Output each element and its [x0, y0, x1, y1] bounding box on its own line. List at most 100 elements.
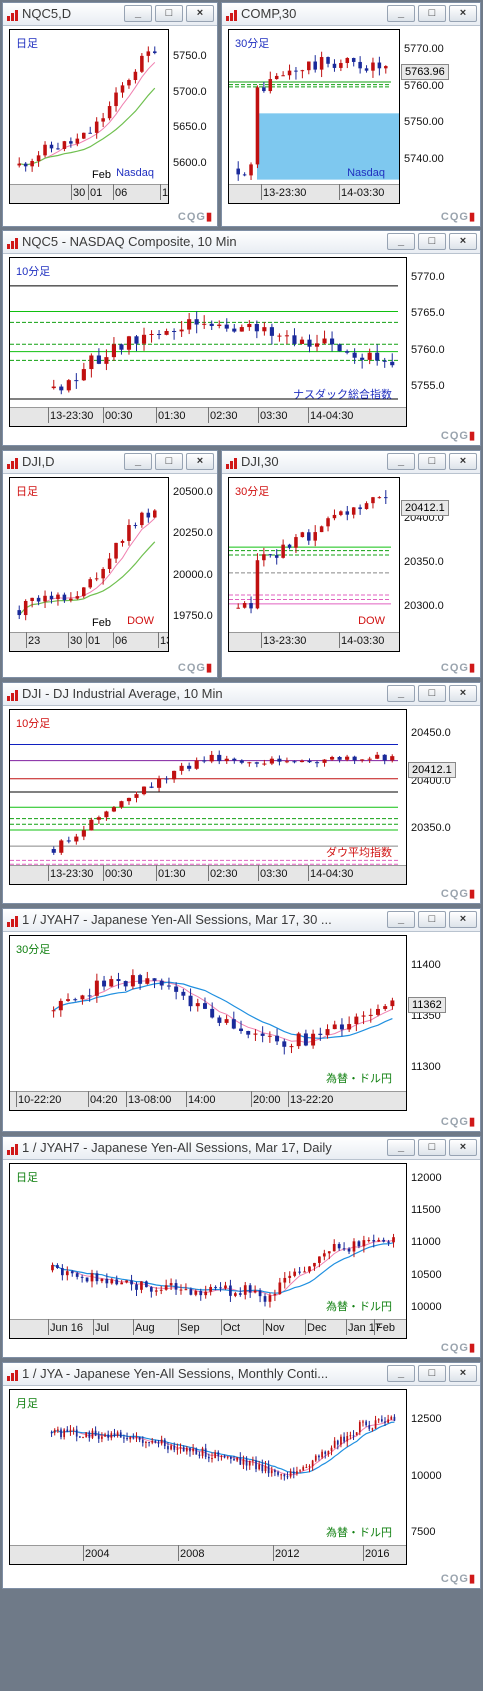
minimize-button[interactable]: _: [387, 233, 415, 250]
candle-body: [116, 979, 121, 982]
x-axis: 13-23:30 14-03:30: [229, 184, 399, 203]
title-bar[interactable]: DJI,30 _ □ ×: [222, 451, 480, 474]
chart-window-8[interactable]: 1 / JYAH7 - Japanese Yen-All Sessions, M…: [2, 1136, 481, 1358]
candle-body: [332, 514, 337, 519]
chart-canvas: [229, 490, 391, 614]
candle-body: [127, 80, 131, 86]
candle-body: [242, 174, 247, 176]
candle-body: [53, 1429, 56, 1433]
candle-body: [224, 758, 229, 762]
window-title: 1 / JYA - Japanese Yen-All Sessions, Mon…: [22, 1366, 329, 1381]
candle-body: [59, 840, 64, 853]
title-bar[interactable]: DJI,D _ □ ×: [3, 451, 217, 474]
window-title: DJI - DJ Industrial Average, 10 Min: [22, 686, 223, 701]
maximize-button[interactable]: □: [418, 911, 446, 928]
maximize-button[interactable]: □: [418, 1365, 446, 1382]
x-month-label: Feb: [92, 169, 111, 181]
maximize-button[interactable]: □: [418, 685, 446, 702]
y-tick-label: 12500: [411, 1412, 442, 1425]
chart-window-5[interactable]: DJI,30 _ □ × 30分足 DOW 13-23:30 14-03:30 20400.0 2…: [221, 450, 481, 678]
minimize-button[interactable]: _: [124, 5, 152, 22]
candle-body: [56, 594, 60, 600]
title-bar[interactable]: 1 / JYAH7 - Japanese Yen-All Sessions, M…: [3, 1137, 480, 1160]
maximize-button[interactable]: □: [418, 453, 446, 470]
x-tick-label: 13-08:00: [125, 1091, 172, 1107]
candle-body: [110, 1433, 113, 1438]
candle-body: [179, 1289, 183, 1291]
title-bar[interactable]: 1 / JYAH7 - Japanese Yen-All Sessions, M…: [3, 909, 480, 932]
close-button[interactable]: ×: [449, 1139, 477, 1156]
chart-plot-area[interactable]: 30分足 為替・ドル円 10-22:20 04:20 13-08:00 14:00 20:0…: [9, 935, 407, 1111]
minimize-button[interactable]: _: [387, 685, 415, 702]
close-button[interactable]: ×: [449, 911, 477, 928]
chart-plot-area[interactable]: 日足 為替・ドル円 Jun 16 Jul Aug Sep Oct Nov Dec Jan 17 Fe…: [9, 1163, 407, 1339]
close-button[interactable]: ×: [449, 1365, 477, 1382]
y-tick-label: 20350.0: [411, 822, 451, 834]
candle-body: [298, 1271, 301, 1273]
y-tick-label: 10500: [411, 1268, 442, 1281]
candle-body: [343, 1436, 345, 1442]
minimize-button[interactable]: _: [387, 911, 415, 928]
close-button[interactable]: ×: [449, 233, 477, 250]
close-button[interactable]: ×: [449, 685, 477, 702]
minimize-button[interactable]: _: [124, 453, 152, 470]
x-tick-label: 14-03:30: [338, 632, 385, 648]
candle-body: [371, 62, 375, 71]
candle-body: [377, 1239, 381, 1242]
maximize-button[interactable]: □: [155, 453, 183, 470]
chart-plot-area[interactable]: 月足 為替・ドル円 2004 2008 2012 2016: [9, 1389, 407, 1565]
candle-body: [362, 1240, 366, 1247]
candle-body: [70, 1271, 74, 1274]
ma-line: [53, 981, 393, 1039]
maximize-button[interactable]: □: [418, 233, 446, 250]
x-axis: 13-23:30 00:30 01:30 02:30 03:30 14-04:30: [10, 865, 406, 884]
chart-plot-area[interactable]: 30分足 DOW 13-23:30 14-03:30: [228, 477, 400, 652]
chart-window-7[interactable]: 1 / JYAH7 - Japanese Yen-All Sessions, M…: [2, 908, 481, 1132]
chart-plot-area[interactable]: 10分足 ナスダック総合指数 13-23:30 00:30 01:30 02:30 03:3…: [9, 257, 407, 427]
candle-body: [132, 1437, 135, 1439]
x-tick-label: 30: [70, 184, 86, 200]
candle-body: [361, 1015, 366, 1017]
title-bar[interactable]: COMP,30 _ □ ×: [222, 3, 480, 26]
candle-body: [239, 760, 244, 763]
candle-body: [36, 597, 41, 602]
minimize-button[interactable]: _: [387, 1139, 415, 1156]
maximize-button[interactable]: □: [418, 1139, 446, 1156]
candle-body: [66, 380, 71, 391]
candle-body: [322, 1253, 326, 1257]
x-tick-label: 06: [112, 632, 128, 648]
close-button[interactable]: ×: [449, 453, 477, 470]
candle-body: [56, 148, 60, 150]
candle-body: [30, 597, 34, 601]
close-button[interactable]: ×: [186, 453, 214, 470]
close-button[interactable]: ×: [186, 5, 214, 22]
candle-body: [390, 1000, 395, 1007]
chart-window-9[interactable]: 1 / JYA - Japanese Yen-All Sessions, Mon…: [2, 1362, 481, 1589]
chart-window-2[interactable]: COMP,30 _ □ × 30分足 Nasdaq 13-23:30 14-03:30 5770…: [221, 2, 481, 227]
close-icon: ×: [459, 455, 467, 467]
chart-plot-area[interactable]: 10分足 ダウ平均指数 13-23:30 00:30 01:30 02:30 03:30 14…: [9, 709, 407, 885]
title-bar[interactable]: 1 / JYA - Japanese Yen-All Sessions, Mon…: [3, 1363, 480, 1386]
minimize-button[interactable]: _: [387, 453, 415, 470]
candle-body: [107, 558, 112, 569]
candle-body: [351, 507, 356, 515]
chart-plot-area[interactable]: 30分足 Nasdaq 13-23:30 14-03:30: [228, 29, 400, 204]
title-bar[interactable]: DJI - DJ Industrial Average, 10 Min _ □ ×: [3, 683, 480, 706]
maximize-button[interactable]: □: [418, 5, 446, 22]
chart-window-3[interactable]: NQC5 - NASDAQ Composite, 10 Min _ □ × 10分足 ナス…: [2, 230, 481, 446]
candle-body: [114, 542, 118, 559]
minimize-button[interactable]: _: [387, 5, 415, 22]
y-tick-label: 11500: [411, 1204, 441, 1217]
minimize-button[interactable]: _: [387, 1365, 415, 1382]
chart-window-6[interactable]: DJI - DJ Industrial Average, 10 Min _ □ × 10…: [2, 682, 481, 904]
title-bar[interactable]: NQC5 - NASDAQ Composite, 10 Min _ □ ×: [3, 231, 480, 254]
title-bar[interactable]: NQC5,D _ □ ×: [3, 3, 217, 26]
close-button[interactable]: ×: [449, 5, 477, 22]
maximize-button[interactable]: □: [155, 5, 183, 22]
candle-body: [115, 1279, 119, 1285]
